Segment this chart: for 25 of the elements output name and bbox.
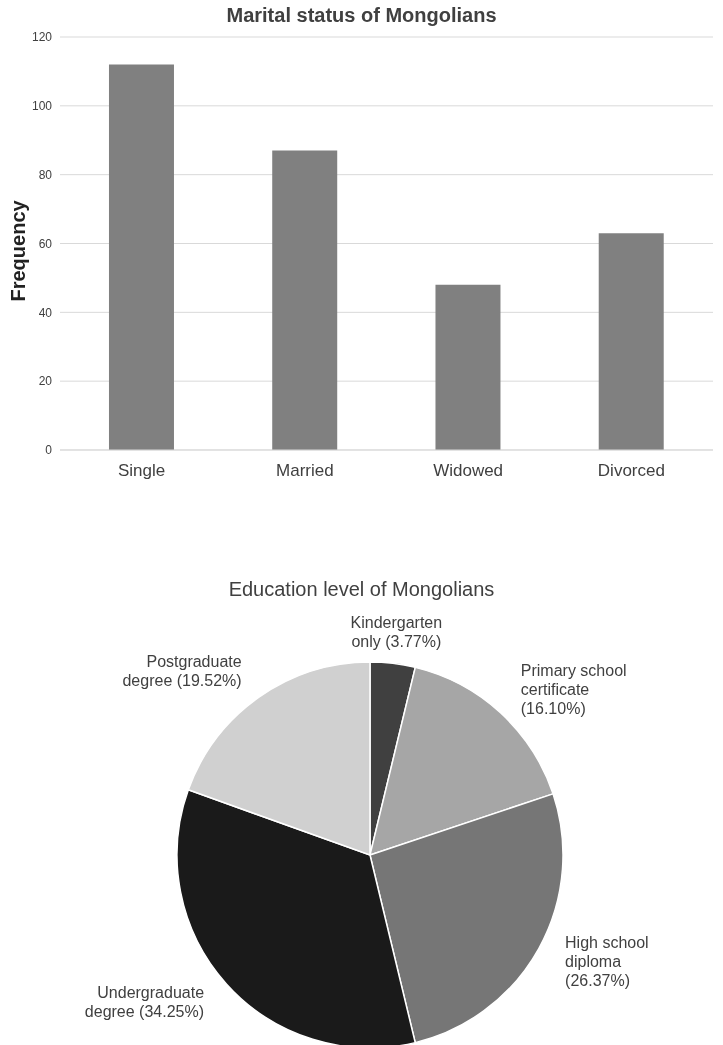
x-tick-label: Widowed <box>433 461 504 481</box>
slice-label: Primary school certificate <box>520 661 627 698</box>
y-axis-title: Frequency <box>6 200 30 302</box>
slice-label: High school diploma <box>565 934 649 971</box>
y-tick-label: 80 <box>38 167 53 182</box>
data-label: (26.37%) <box>565 972 630 990</box>
chart-title: Marital status of Mongolians <box>225 4 498 27</box>
y-tick-label: 20 <box>38 374 53 389</box>
chart-title: Education level of Mongolians <box>227 578 496 601</box>
bar <box>108 64 174 450</box>
x-tick-label: Single <box>117 461 166 481</box>
slice-label: Undergraduate degree (34.25%) <box>84 984 205 1021</box>
slice-label: Kindergarten only (3.77%) <box>350 614 443 651</box>
data-label: (16.10%) <box>520 699 586 717</box>
x-tick-label: Married <box>276 461 334 481</box>
bar <box>272 150 338 450</box>
y-tick-label: 40 <box>38 305 53 320</box>
bar <box>598 233 664 450</box>
slice-label: Postgraduate degree (19.52%) <box>122 653 242 690</box>
y-tick-label: 0 <box>45 443 53 458</box>
y-tick-label: 100 <box>31 99 53 114</box>
y-tick-label: 60 <box>38 236 53 251</box>
bar <box>435 284 501 450</box>
y-tick-label: 120 <box>31 30 53 45</box>
x-tick-label: Divorced <box>597 461 665 481</box>
